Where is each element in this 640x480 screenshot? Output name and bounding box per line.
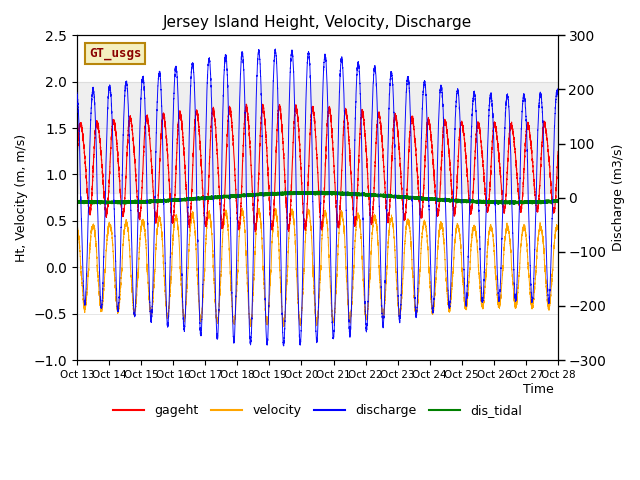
Legend: gageht, velocity, discharge, dis_tidal: gageht, velocity, discharge, dis_tidal [108,399,527,422]
Title: Jersey Island Height, Velocity, Discharge: Jersey Island Height, Velocity, Discharg… [163,15,472,30]
Y-axis label: Ht, Velocity (m, m/s): Ht, Velocity (m, m/s) [15,133,28,262]
Text: GT_usgs: GT_usgs [89,47,141,60]
Bar [77,82,558,193]
X-axis label: Time: Time [524,383,554,396]
Y-axis label: Discharge (m3/s): Discharge (m3/s) [612,144,625,252]
